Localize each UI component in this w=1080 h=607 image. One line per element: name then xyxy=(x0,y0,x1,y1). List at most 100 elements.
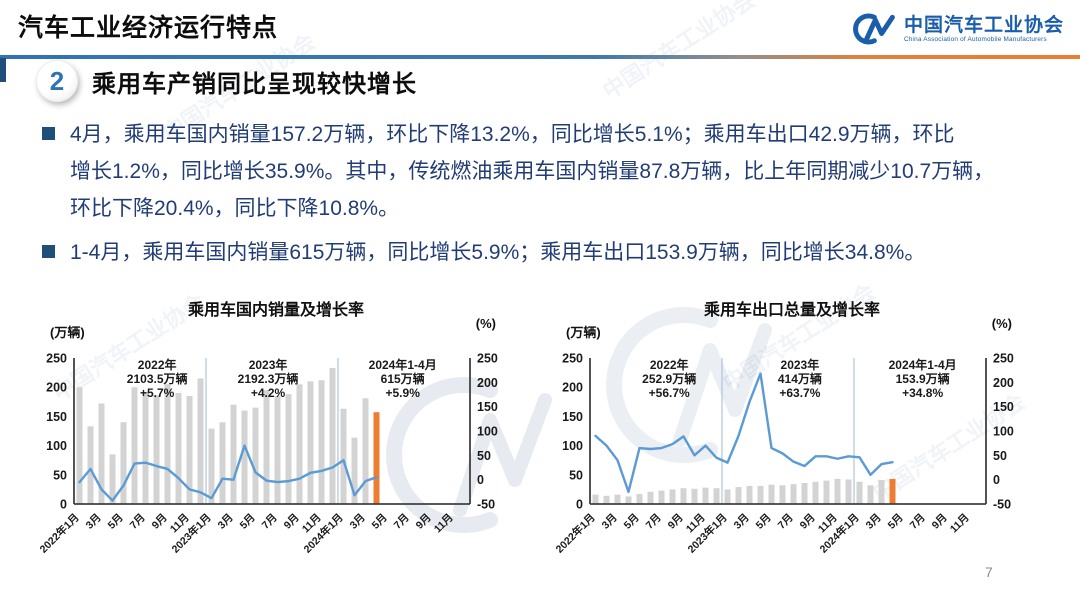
right-axis-tick: 100 xyxy=(477,425,498,439)
sales-bar xyxy=(779,485,786,504)
right-axis-tick: 150 xyxy=(477,400,498,414)
sales-bar xyxy=(856,481,863,504)
right-axis-tick: 100 xyxy=(993,425,1014,439)
sales-bar xyxy=(76,387,83,504)
right-axis-tick: 200 xyxy=(993,376,1014,390)
x-axis-tick: 7月 xyxy=(908,512,928,532)
sales-bar xyxy=(98,403,105,504)
bars-group xyxy=(76,367,380,504)
bullet-square-icon xyxy=(42,245,55,258)
chart-title: 乘用车出口总量及增长率 xyxy=(703,302,880,319)
sales-bar xyxy=(592,494,599,504)
x-axis-tick: 7月 xyxy=(644,512,664,532)
sales-bar xyxy=(735,487,742,504)
sales-bar xyxy=(691,488,698,504)
sales-bar xyxy=(790,484,797,504)
x-axis-tick: 3月 xyxy=(864,512,884,532)
sales-bar xyxy=(219,422,226,504)
sales-bar xyxy=(614,494,621,504)
left-axis-unit: (万辆) xyxy=(50,325,85,340)
sales-bar xyxy=(603,495,610,504)
chart-annotation: 2022年 2103.5万辆+5.7% xyxy=(127,357,188,400)
x-axis-tick: 5月 xyxy=(886,512,906,532)
x-axis-tick: 9月 xyxy=(666,512,686,532)
right-axis-tick: 150 xyxy=(993,400,1014,414)
left-axis-tick: 100 xyxy=(562,439,583,453)
sales-bar xyxy=(647,491,654,504)
x-axis-tick: 3月 xyxy=(732,512,752,532)
sales-bar xyxy=(318,380,325,504)
bars-group xyxy=(592,478,896,504)
sales-bar xyxy=(109,454,116,504)
left-axis-tick: 100 xyxy=(46,439,67,453)
left-axis-tick: 50 xyxy=(569,468,583,482)
chart-annotation: 2022年 252.9万辆+56.7% xyxy=(642,357,696,400)
sales-bar xyxy=(274,395,281,504)
page-title: 汽车工业经济运行特点 xyxy=(18,14,279,42)
right-axis-tick: 200 xyxy=(477,376,498,390)
right-axis-tick: 50 xyxy=(477,449,491,463)
bullet-text: 4月，乘用车国内销量157.2万辆，环比下降13.2%，同比增长5.1%；乘用车… xyxy=(70,123,995,220)
left-axis-tick: 150 xyxy=(562,410,583,424)
sales-bar xyxy=(757,485,764,504)
sales-bar xyxy=(669,489,676,504)
x-axis-tick: 9月 xyxy=(930,512,950,532)
sales-bar xyxy=(834,478,841,504)
right-axis-tick: 250 xyxy=(477,352,498,366)
x-axis-tick: 9月 xyxy=(798,512,818,532)
right-axis-unit: (%) xyxy=(475,316,496,331)
left-axis-tick: 250 xyxy=(46,352,67,366)
sales-bar xyxy=(186,395,193,504)
sales-bar xyxy=(713,488,720,504)
chart-exports-plot: 250 200 150 100 50 0 250 200 150 100 50 0 -50 2022年1月… xyxy=(553,352,1014,556)
sales-bar xyxy=(746,485,753,504)
sales-bar xyxy=(252,407,259,504)
sales-bar xyxy=(724,489,731,504)
caam-logo: 中国汽车工业协会 China Association of Automobile… xyxy=(842,9,1064,49)
right-axis-tick: 0 xyxy=(993,473,1000,487)
sales-bar xyxy=(362,398,369,504)
x-axis-tick: 5月 xyxy=(238,512,258,532)
bullet-item: 1-4月，乘用车国内销量615万辆，同比增长5.9%；乘用车出口153.9万辆，… xyxy=(40,234,1030,271)
bullet-text: 1-4月，乘用车国内销量615万辆，同比增长5.9%；乘用车出口153.9万辆，… xyxy=(70,241,926,264)
left-accent-bar xyxy=(0,58,6,82)
x-axis-tick: 2022年1月 xyxy=(37,511,82,556)
sales-bar xyxy=(307,381,314,504)
bullet-square-icon xyxy=(42,127,55,140)
logo-name-en: China Association of Automobile Manufact… xyxy=(903,36,1047,43)
chart-title: 乘用车国内销量及增长率 xyxy=(187,302,364,319)
sales-bar xyxy=(208,428,215,504)
x-axis-tick: 7月 xyxy=(128,512,148,532)
chart-annotation: 2024年1-4月 615万辆+5.9% xyxy=(369,357,437,400)
sales-bar xyxy=(878,480,885,504)
caam-logo-icon xyxy=(853,13,895,45)
sales-bar xyxy=(845,479,852,504)
chart-annotation: 2023年 2192.3万辆+4.2% xyxy=(238,357,299,400)
x-axis-tick: 7月 xyxy=(260,512,280,532)
sales-bar xyxy=(801,482,808,504)
x-axis-tick: 11月 xyxy=(948,512,972,536)
bullet-list: 4月，乘用车国内销量157.2万辆，环比下降13.2%，同比增长5.1%；乘用车… xyxy=(40,116,1030,278)
sales-bar xyxy=(131,387,138,504)
chart-domestic-sales: 乘用车国内销量及增长率 (万辆) (%) 250 200 150 100 50 0 250 2… xyxy=(30,296,522,604)
sales-bar xyxy=(702,487,709,504)
x-axis-tick: 3月 xyxy=(216,512,236,532)
sales-bar xyxy=(230,404,237,504)
sales-bar xyxy=(285,394,292,504)
x-axis-tick: 9月 xyxy=(282,512,302,532)
sales-bar xyxy=(351,437,358,504)
sales-bar xyxy=(263,390,270,504)
charts-row: 乘用车国内销量及增长率 (万辆) (%) 250 200 150 100 50 0 250 2… xyxy=(0,296,1080,607)
sales-bar xyxy=(625,496,632,504)
right-axis-unit: (%) xyxy=(991,316,1012,331)
header: 汽车工业经济运行特点 中国汽车工业协会 China Association of… xyxy=(0,0,1080,55)
chart-annotation: 2023年 414万辆+63.7% xyxy=(778,357,822,400)
right-axis-tick: -50 xyxy=(477,498,495,512)
header-divider xyxy=(0,55,1080,59)
logo-text: 中国汽车工业协会 China Association of Automobile… xyxy=(904,15,1064,43)
section-heading-row: 2 乘用车产销同比呈现较快增长 xyxy=(36,60,417,102)
section-heading-text: 乘用车产销同比呈现较快增长 xyxy=(92,70,417,98)
sales-bar xyxy=(329,367,336,504)
x-axis-tick: 7月 xyxy=(392,512,412,532)
sales-bar xyxy=(153,395,160,504)
